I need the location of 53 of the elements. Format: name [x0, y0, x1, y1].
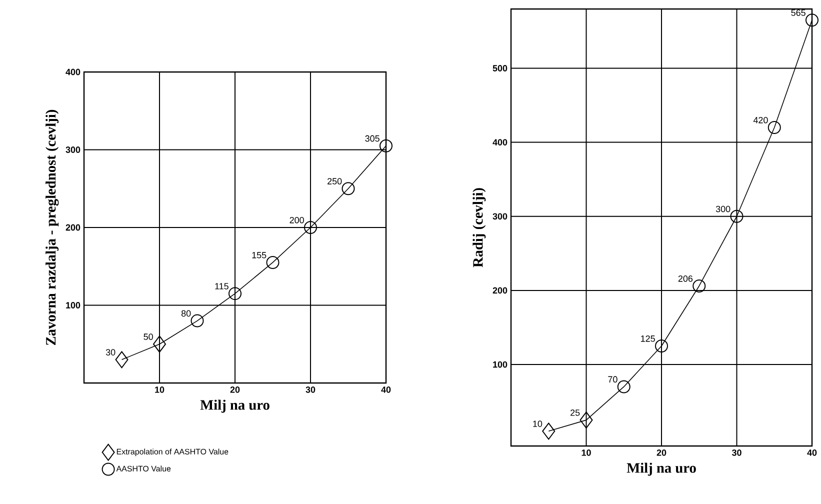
y-tick-label: 400 [66, 68, 80, 76]
point [617, 380, 630, 394]
point [380, 139, 393, 152]
x-tick-label: 30 [306, 386, 316, 393]
data-label: 25 [570, 410, 580, 416]
data-label: 300 [716, 206, 730, 212]
data-label: 10 [533, 420, 542, 427]
y-tick-label: 200 [66, 224, 80, 231]
point [542, 422, 556, 440]
x-tick-label: 10 [582, 450, 591, 456]
data-label: 305 [365, 135, 380, 142]
data-label: 250 [328, 178, 342, 184]
x-tick-label: 20 [656, 450, 666, 456]
y-tick-label: 300 [66, 146, 80, 153]
data-label: 70 [608, 376, 618, 383]
point [806, 14, 819, 27]
x-tick-label: 30 [732, 450, 742, 456]
x-tick-label: 10 [155, 386, 164, 393]
x-axis-title: Milj na uro [626, 462, 696, 476]
x-tick-label: 40 [807, 450, 817, 456]
y-tick-label: 500 [492, 65, 508, 72]
data-label: 50 [144, 334, 153, 340]
data-label: 125 [641, 335, 655, 342]
data-label: 206 [678, 275, 693, 282]
data-label: 565 [791, 10, 806, 16]
x-tick-label: 40 [381, 386, 391, 393]
x-axis-title: Milj na uro [200, 400, 270, 413]
y-tick-label: 100 [493, 361, 508, 368]
x-tick-label: 20 [230, 386, 240, 393]
y-tick-label: 400 [492, 139, 508, 146]
point [730, 210, 744, 223]
point [304, 220, 318, 234]
y-tick-label: 100 [66, 302, 80, 308]
data-label: 115 [215, 283, 228, 290]
y-tick-label: 300 [492, 213, 508, 220]
data-label: 80 [181, 310, 191, 317]
point [692, 279, 706, 292]
data-label: 200 [290, 216, 304, 224]
y-axis-title: Radij (cevlji) [472, 188, 486, 268]
point [342, 182, 355, 196]
point [266, 256, 280, 269]
point [115, 351, 128, 368]
point [655, 339, 668, 352]
data-label: 30 [106, 349, 116, 356]
point [228, 287, 242, 300]
data-label: 155 [252, 252, 266, 258]
point [768, 120, 781, 134]
point [580, 412, 593, 429]
y-tick-label: 200 [492, 287, 508, 294]
point [190, 314, 204, 328]
y-axis-title: Zavorna razdalja - preglednost (cevlji) [46, 110, 59, 346]
data-label: 420 [753, 116, 768, 124]
point [153, 336, 166, 353]
